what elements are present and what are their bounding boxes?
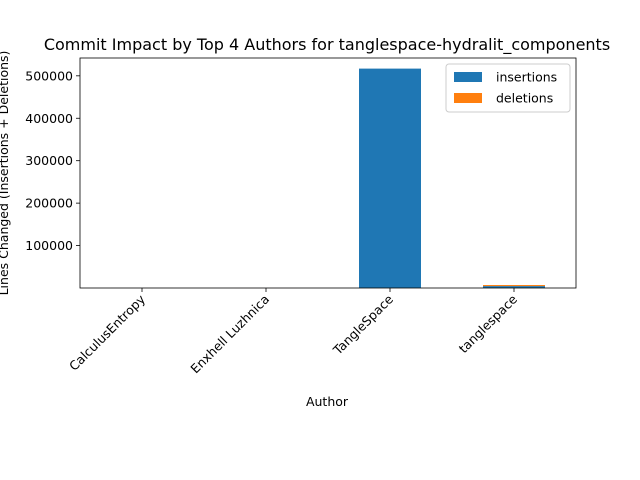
bar-insertions-2 [359,68,421,288]
y-axis-label: Lines Changed (Insertions + Deletions) [0,51,11,296]
legend-label-insertions: insertions [496,70,557,85]
y-tick-label: 300000 [25,153,73,168]
bar-insertions-3 [483,286,545,288]
bars-layer [111,68,545,289]
legend: insertions deletions [445,63,571,113]
y-tick-label: 200000 [25,196,73,211]
x-axis-label: Author [306,394,349,409]
legend-swatch-insertions [454,72,482,82]
y-tick-label: 500000 [25,68,73,83]
chart-title: Commit Impact by Top 4 Authors for tangl… [44,35,610,55]
legend-swatch-deletions [454,93,482,103]
y-tick-label: 100000 [25,238,73,253]
y-tick-label: 400000 [25,111,73,126]
y-axis: 100000 200000 300000 400000 500000 [25,68,80,253]
bar-deletions-3 [483,285,545,287]
plot-frame [79,57,577,289]
legend-label-deletions: deletions [496,91,553,106]
